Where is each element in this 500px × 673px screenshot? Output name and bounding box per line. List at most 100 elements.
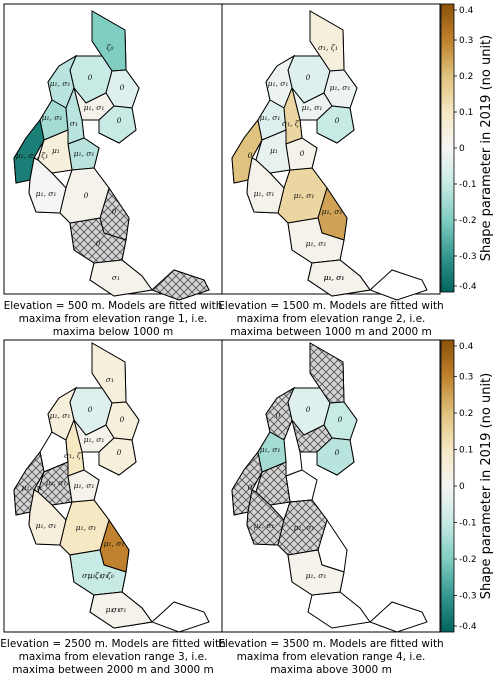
no-data-region <box>13 450 45 516</box>
region-label: μ₁, σ₁ <box>306 571 327 580</box>
panel-caption-line: Elevation = 3500 m. Models are fitted wi… <box>218 638 443 650</box>
no-data-region <box>69 217 127 264</box>
region-label: μ₁, σ₁, ζ₁ <box>16 151 49 160</box>
region-label: μ₁ <box>52 146 60 155</box>
region-label: 0 <box>335 116 340 125</box>
colorbar <box>440 3 455 293</box>
panel-1-map <box>13 10 210 301</box>
region-fill <box>257 431 287 473</box>
colorbar-tick-label: -0.2 <box>459 555 477 565</box>
region-label: μ₁, σ₁ <box>302 103 323 112</box>
region-label: μ₁, σ₁ <box>42 113 63 122</box>
region-fill <box>98 437 137 476</box>
region-label: σ₁ <box>112 605 120 614</box>
region-label: 0 <box>300 149 305 158</box>
region-fill <box>316 105 355 144</box>
region-label: μ₁, σ₁ <box>294 523 315 532</box>
massif-shape <box>369 601 428 633</box>
panel-caption-line: maxima from elevation range 1, i.e. <box>19 313 208 325</box>
colorbar-tick-label: 0.2 <box>459 409 473 419</box>
region-label: 0 <box>248 483 253 492</box>
region-label: μ₁, σ₁ <box>260 113 281 122</box>
region-label: μ₁, σ₁ <box>324 273 345 282</box>
region-label: 0 <box>335 448 340 457</box>
region-label: μ₁, σ₁ <box>36 521 57 530</box>
colorbar-tick-label: 0.4 <box>459 342 474 352</box>
colorbar-tick-label: -0.3 <box>459 252 477 262</box>
panel-caption-line: Elevation = 1500 m. Models are fitted wi… <box>218 300 443 312</box>
colorbar-tick-label: 0.2 <box>459 72 473 82</box>
region-fill <box>69 387 113 436</box>
colorbar-label: Shape parameter in 2019 (no unit) <box>479 373 494 599</box>
region-fill <box>307 259 371 297</box>
region-label: 0 <box>338 415 343 424</box>
region-fill <box>287 387 331 436</box>
region-label: σ₁ <box>70 119 78 128</box>
region-label: μ₁, σ₁ <box>84 103 105 112</box>
region-label: μ₁, σ₁ <box>50 411 71 420</box>
region-label: 0 <box>120 415 125 424</box>
region-label: μ₁, σ₁ <box>322 207 343 216</box>
panel-caption-line: maxima above 3000 m <box>270 664 392 673</box>
no-data-region <box>151 269 210 301</box>
region-label: 0 <box>120 83 125 92</box>
region-fill <box>287 549 345 596</box>
region-label: 0 <box>248 151 253 160</box>
massif-shape <box>369 269 428 301</box>
region-label: 0 <box>88 405 93 414</box>
region-label: 0 <box>306 405 311 414</box>
colorbar-tick-label: 0.1 <box>459 108 473 118</box>
panel-4-map <box>231 342 428 633</box>
region-fill <box>246 157 285 214</box>
region-label: μ₁, σ₁ <box>46 478 67 487</box>
colorbar-tick-label: -0.3 <box>459 592 477 602</box>
colorbar-tick-label: 0 <box>459 482 465 492</box>
panel-caption-line: maxima from elevation range 2, i.e. <box>237 313 426 325</box>
region-label: ζ₀ <box>106 43 113 52</box>
region-label: σ₁ <box>112 273 120 282</box>
region-label: μ₁, σ₁ <box>50 79 71 88</box>
panel-caption-line: maxima from elevation range 3, i.e. <box>19 651 208 663</box>
colorbar-tick-label: -0.1 <box>459 519 477 529</box>
panel-caption-line: maxima between 1000 m and 2000 m <box>230 326 432 338</box>
region-label: 0 <box>96 239 101 248</box>
region-fill <box>316 437 355 476</box>
region-fill <box>67 469 100 503</box>
panel-caption-line: Elevation = 500 m. Models are fitted wit… <box>4 300 223 312</box>
region-label: μ₁, σ₁ <box>260 445 281 454</box>
colorbar-tick-label: -0.2 <box>459 216 477 226</box>
colorbar-tick-label: -0.4 <box>459 622 477 632</box>
region-fill <box>98 105 137 144</box>
region-fill <box>13 118 45 184</box>
panel-caption-line: maxima below 1000 m <box>53 326 173 338</box>
region-label: μ₁, σ₁ <box>324 273 345 282</box>
region-label: μ₁, σ₁ <box>22 483 43 492</box>
region-label: σ₁, ζ₁, ζ₀ <box>82 571 114 580</box>
region-label: 0 <box>117 116 122 125</box>
region-label: μ₁, σ₁ <box>306 239 327 248</box>
region-label: 0 <box>117 448 122 457</box>
region-label: σ₁, ζ₁ <box>318 43 338 52</box>
region-label: 0 <box>112 207 117 216</box>
region-label: 0 <box>88 73 93 82</box>
region-label: μ₁, σ₁ <box>88 571 109 580</box>
colorbar-tick-label: 0.3 <box>459 36 473 46</box>
region-label: μ₁, σ₁ <box>106 605 127 614</box>
region-label: σ₁, ζ₁ <box>64 451 84 460</box>
panel-3-map <box>13 342 210 633</box>
colorbar-tick-label: 0 <box>459 144 465 154</box>
region-label: σ₁ <box>106 375 114 384</box>
panel-caption-line: maxima from elevation range 4, i.e. <box>237 651 426 663</box>
region-fill <box>285 137 318 171</box>
region-label: μ₁, σ₁ <box>268 79 289 88</box>
panel-caption-line: maxima between 2000 m and 3000 m <box>12 664 214 673</box>
colorbar-label: Shape parameter in 2019 (no unit) <box>479 35 494 261</box>
region-label: σ₁, ζ₁ <box>282 119 302 128</box>
region-label: μ₁ <box>270 146 278 155</box>
massif-shape <box>151 601 210 633</box>
colorbar-tick-label: -0.1 <box>459 180 477 190</box>
region-label: 0 <box>306 73 311 82</box>
region-label: 0 <box>276 411 281 420</box>
region-label: μ₁, σ₁ <box>254 189 275 198</box>
region-fill <box>287 217 345 264</box>
